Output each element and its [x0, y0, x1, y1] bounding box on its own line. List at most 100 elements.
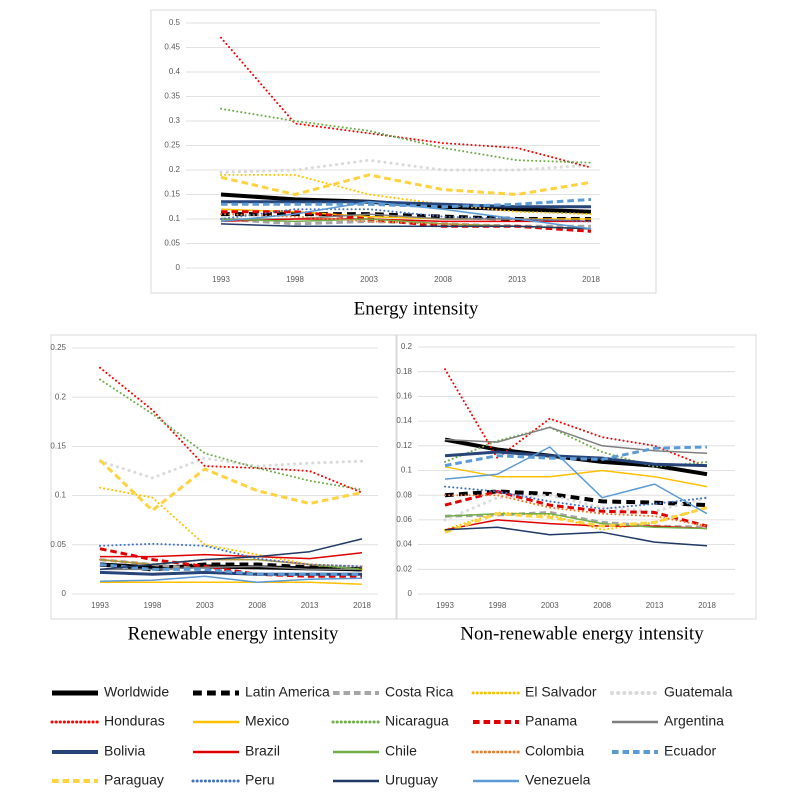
series-line: [220, 173, 592, 196]
x-tick-label: 1998: [286, 275, 304, 284]
chart-frame: [50, 334, 397, 620]
series-line: [221, 200, 591, 209]
series-line: [444, 445, 708, 468]
legend-label: Venezuela: [525, 772, 591, 788]
series-line: [444, 512, 708, 530]
series-line: [99, 547, 362, 578]
legend-label: Honduras: [104, 713, 165, 729]
x-tick-label: 1998: [144, 601, 162, 610]
legend-label: El Salvador: [525, 684, 597, 700]
y-tick-label: 0.06: [396, 515, 412, 524]
series-line: [444, 450, 708, 468]
chart-frame: [396, 334, 757, 620]
series-line: [444, 519, 708, 531]
series-line: [220, 223, 592, 230]
series-line: [99, 542, 363, 568]
legend-label: Nicaragua: [385, 713, 449, 729]
y-tick-label: 0.14: [396, 416, 412, 425]
y-tick-label: 0.15: [50, 442, 66, 451]
legend-label: Guatemala: [664, 684, 733, 700]
y-tick-label: 0.15: [164, 190, 180, 199]
series-line: [444, 426, 708, 468]
legend-label: Paraguay: [104, 772, 164, 788]
series-line: [220, 208, 592, 223]
x-tick-label: 1993: [436, 601, 454, 610]
y-tick-label: 0.3: [169, 116, 181, 125]
series-line: [220, 213, 592, 230]
series-line: [220, 201, 592, 230]
series-line: [444, 489, 708, 508]
series-line: [99, 538, 363, 571]
chart-frame: [150, 9, 657, 294]
y-tick-label: 0.16: [396, 392, 412, 401]
legend-label: Costa Rica: [385, 684, 454, 700]
y-tick-label: 0.1: [55, 491, 67, 500]
y-tick-label: 0.2: [169, 165, 181, 174]
legend-label: Chile: [385, 743, 417, 759]
y-tick-label: 0.35: [164, 92, 180, 101]
y-tick-label: 0.12: [396, 441, 412, 450]
x-tick-label: 2018: [353, 601, 371, 610]
legend-label: Bolivia: [104, 743, 145, 759]
series-line: [444, 506, 708, 534]
series-line: [219, 158, 593, 174]
y-tick-label: 0.4: [169, 67, 181, 76]
series-line: [100, 581, 363, 585]
series-line: [220, 36, 592, 169]
x-tick-label: 2003: [196, 601, 214, 610]
series-line: [444, 526, 708, 547]
y-tick-label: 0.2: [401, 342, 413, 351]
legend-label: Panama: [525, 713, 577, 729]
y-tick-label: 0.05: [50, 540, 66, 549]
legend-label: Brazil: [245, 743, 280, 759]
series-line: [444, 368, 708, 468]
series-line: [444, 426, 708, 454]
legend-label: Latin America: [245, 684, 330, 700]
series-line: [220, 107, 592, 164]
y-tick-label: 0: [176, 263, 181, 272]
y-tick-label: 0.2: [55, 392, 67, 401]
series-line: [99, 366, 363, 494]
series-line: [444, 490, 708, 528]
y-tick-label: 0: [62, 589, 67, 598]
legend-label: Worldwide: [104, 684, 169, 700]
y-tick-label: 0.25: [164, 141, 180, 150]
x-tick-label: 2018: [698, 601, 716, 610]
series-line: [99, 378, 363, 491]
chart-title: Non-renewable energy intensity: [460, 623, 704, 644]
series-line: [444, 494, 708, 528]
y-tick-label: 0.08: [396, 490, 412, 499]
x-tick-label: 2003: [360, 275, 378, 284]
series-line: [99, 486, 363, 571]
y-tick-label: 0: [408, 589, 413, 598]
y-tick-label: 0.05: [164, 239, 180, 248]
legend-label: Colombia: [525, 743, 584, 759]
y-tick-label: 0.1: [169, 214, 181, 223]
series-line: [98, 459, 363, 512]
y-tick-label: 0.18: [396, 367, 412, 376]
x-tick-label: 2013: [508, 275, 526, 284]
series-line: [220, 218, 591, 223]
legend-label: Peru: [245, 772, 275, 788]
y-tick-label: 0.25: [50, 343, 66, 352]
y-tick-label: 0.45: [164, 43, 180, 52]
chart-title: Energy intensity: [354, 298, 479, 319]
series-line: [99, 558, 363, 568]
x-tick-label: 2018: [582, 275, 600, 284]
x-tick-label: 2013: [646, 601, 664, 610]
series-line: [444, 446, 708, 515]
x-tick-label: 2008: [248, 601, 266, 610]
x-tick-label: 1993: [212, 275, 230, 284]
x-tick-label: 2003: [541, 601, 559, 610]
x-tick-label: 2008: [434, 275, 452, 284]
legend-label: Uruguay: [385, 772, 438, 788]
y-tick-label: 0.5: [169, 18, 181, 27]
series-line: [220, 173, 592, 216]
chart-title: Renewable energy intensity: [128, 623, 339, 644]
series-line: [99, 575, 363, 583]
x-tick-label: 2008: [593, 601, 611, 610]
series-line: [99, 563, 362, 576]
y-tick-label: 0.02: [396, 564, 412, 573]
series-line: [443, 493, 709, 522]
